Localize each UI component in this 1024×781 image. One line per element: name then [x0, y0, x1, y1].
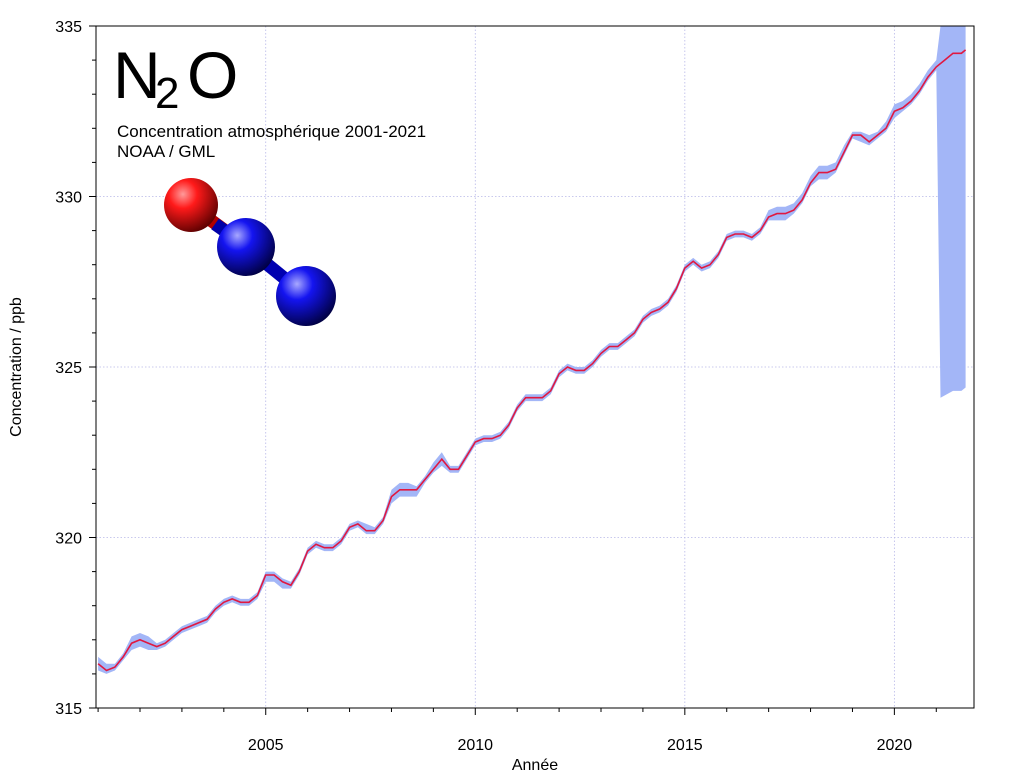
n2o-molecule-illustration — [164, 178, 336, 326]
y-axis: 315 320 325 330 335 — [55, 19, 96, 718]
title-o: O — [187, 38, 238, 112]
grid-lines — [96, 26, 974, 708]
nitrogen-atom-2 — [276, 266, 336, 326]
x-tick-label: 2015 — [667, 737, 703, 754]
title-subscript: 2 — [155, 69, 179, 118]
x-tick-label: 2005 — [248, 737, 284, 754]
y-tick-label: 330 — [55, 190, 82, 207]
title-n: N — [113, 38, 161, 112]
y-axis-title: Concentration / ppb — [8, 297, 25, 437]
y-tick-label: 325 — [55, 360, 82, 377]
oxygen-atom — [164, 178, 218, 232]
x-tick-label: 2010 — [457, 737, 493, 754]
chart-title: N 2 O — [113, 38, 238, 118]
nitrogen-atom-1 — [217, 218, 275, 276]
subtitle-line-2: NOAA / GML — [117, 142, 215, 161]
y-tick-label: 320 — [55, 531, 82, 548]
y-tick-label: 315 — [55, 701, 82, 718]
x-tick-label: 2020 — [877, 737, 913, 754]
y-tick-label: 335 — [55, 19, 82, 36]
x-axis-title: Année — [512, 757, 558, 774]
subtitle-line-1: Concentration atmosphérique 2001-2021 — [117, 122, 426, 141]
x-axis: 2005 2010 2015 2020 — [97, 708, 937, 754]
series-line — [97, 49, 967, 672]
